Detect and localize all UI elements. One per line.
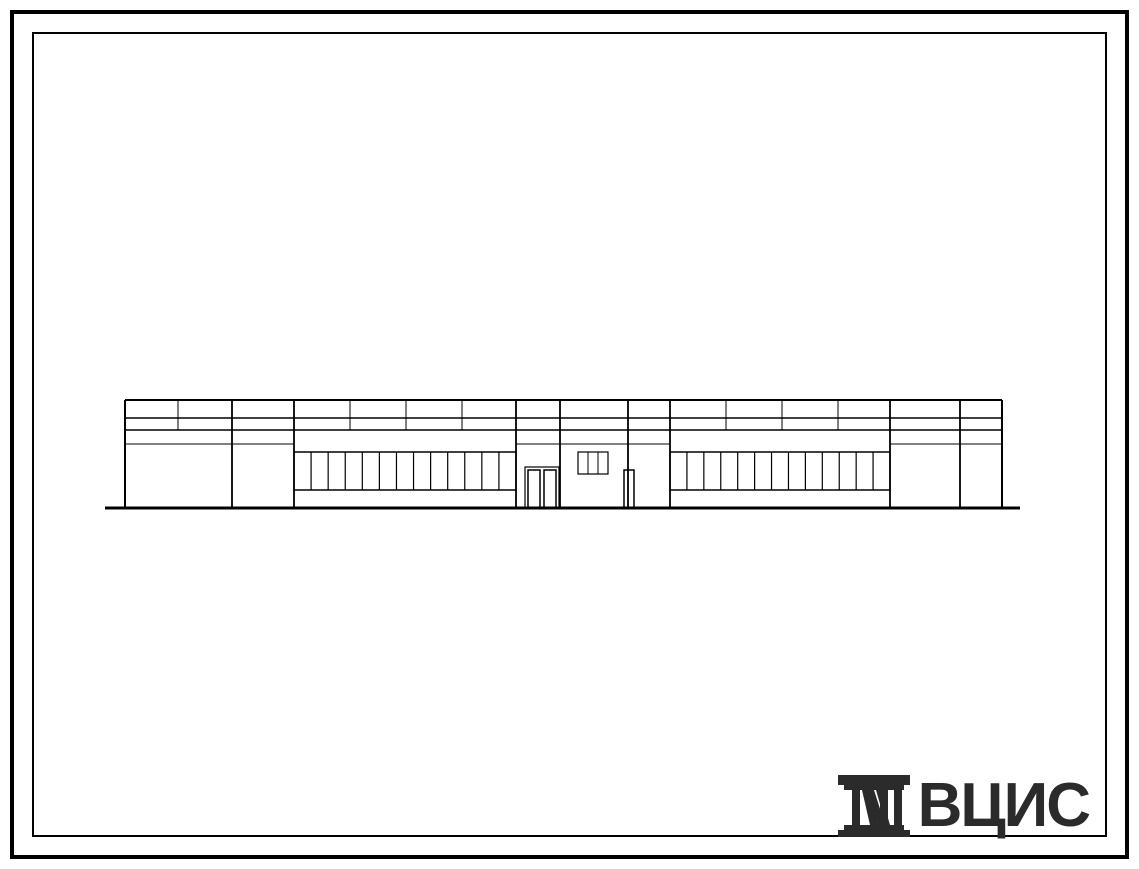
logo-pillar-icon	[838, 775, 910, 837]
logo-text: ВЦИС	[918, 770, 1089, 841]
logo-container: ВЦИС	[838, 770, 1089, 841]
elevation-drawing	[0, 0, 1139, 869]
